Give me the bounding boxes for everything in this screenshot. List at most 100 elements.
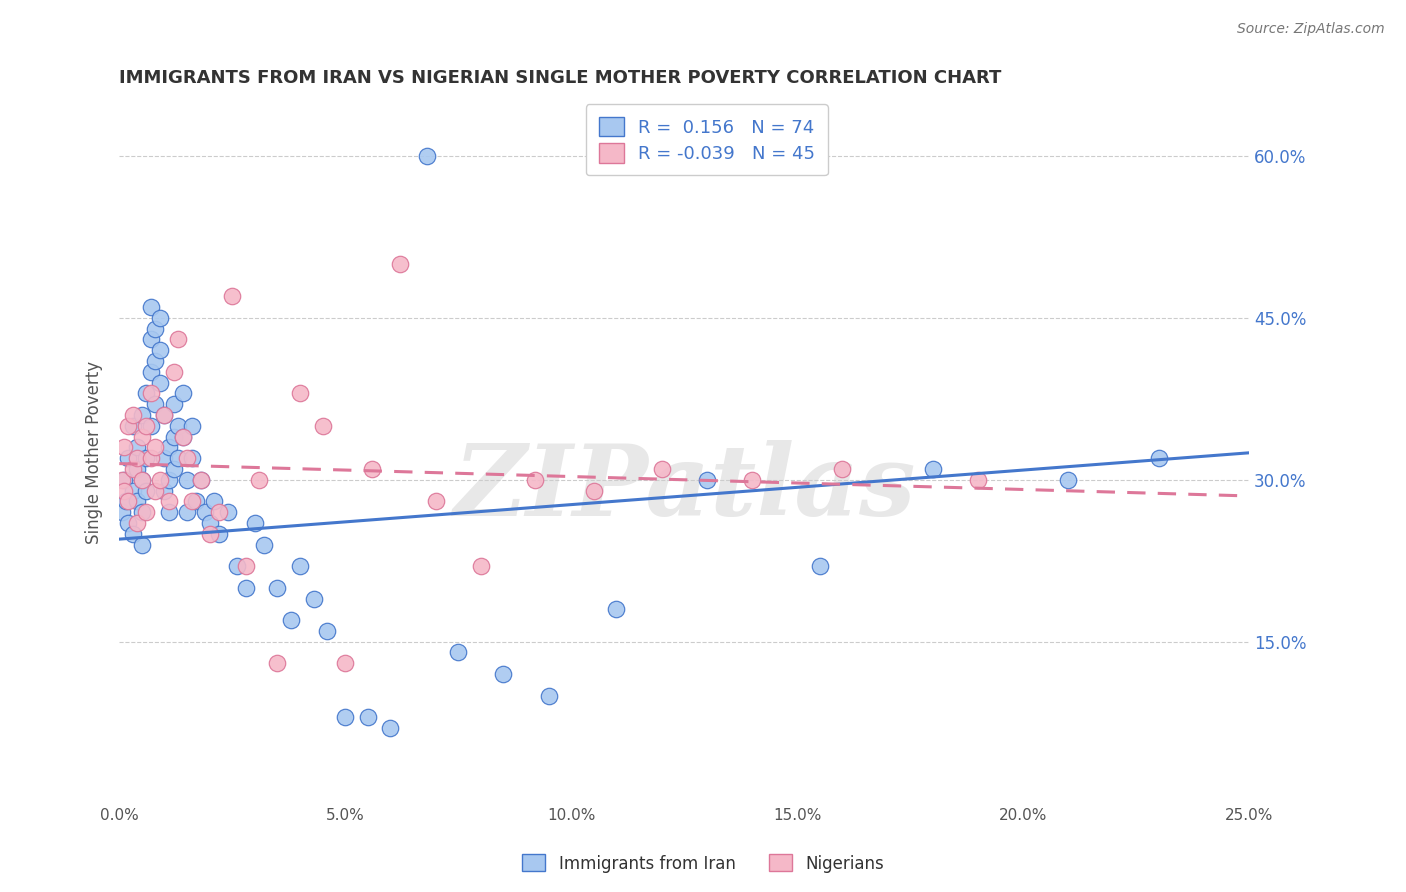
Point — [121, 462, 143, 476]
Point — [157, 473, 180, 487]
Point — [741, 473, 763, 487]
Point — [149, 376, 172, 390]
Text: ZIPatlas: ZIPatlas — [453, 440, 915, 536]
Point — [696, 473, 718, 487]
Point — [127, 516, 149, 530]
Point — [176, 473, 198, 487]
Point — [1147, 451, 1170, 466]
Point — [139, 418, 162, 433]
Point — [380, 721, 402, 735]
Point — [335, 657, 357, 671]
Point — [117, 516, 139, 530]
Point — [221, 289, 243, 303]
Point — [225, 559, 247, 574]
Y-axis label: Single Mother Poverty: Single Mother Poverty — [86, 361, 103, 544]
Point — [157, 441, 180, 455]
Point — [131, 537, 153, 551]
Point — [335, 710, 357, 724]
Legend: R =  0.156   N = 74, R = -0.039   N = 45: R = 0.156 N = 74, R = -0.039 N = 45 — [586, 104, 828, 176]
Point — [121, 408, 143, 422]
Point — [357, 710, 380, 724]
Point — [131, 429, 153, 443]
Point — [302, 591, 325, 606]
Point — [172, 386, 194, 401]
Point — [492, 667, 515, 681]
Text: Source: ZipAtlas.com: Source: ZipAtlas.com — [1237, 22, 1385, 37]
Point — [157, 505, 180, 519]
Point — [115, 494, 138, 508]
Point — [266, 581, 288, 595]
Point — [139, 365, 162, 379]
Point — [172, 429, 194, 443]
Point — [582, 483, 605, 498]
Point — [117, 494, 139, 508]
Point — [145, 441, 167, 455]
Point — [153, 451, 176, 466]
Point — [149, 473, 172, 487]
Point — [316, 624, 339, 638]
Point — [121, 483, 143, 498]
Point — [117, 451, 139, 466]
Point — [167, 333, 190, 347]
Point — [967, 473, 990, 487]
Point — [117, 418, 139, 433]
Point — [243, 516, 266, 530]
Point — [121, 526, 143, 541]
Point — [167, 451, 190, 466]
Point — [194, 505, 217, 519]
Point — [149, 343, 172, 358]
Point — [167, 418, 190, 433]
Point — [139, 333, 162, 347]
Point — [145, 397, 167, 411]
Point — [127, 462, 149, 476]
Point — [808, 559, 831, 574]
Point — [208, 526, 231, 541]
Point — [153, 408, 176, 422]
Point — [153, 483, 176, 498]
Point — [139, 300, 162, 314]
Point — [172, 429, 194, 443]
Point — [470, 559, 492, 574]
Point — [288, 559, 311, 574]
Point — [184, 494, 207, 508]
Point — [180, 451, 202, 466]
Point — [266, 657, 288, 671]
Legend: Immigrants from Iran, Nigerians: Immigrants from Iran, Nigerians — [515, 847, 891, 880]
Point — [208, 505, 231, 519]
Point — [131, 505, 153, 519]
Point — [235, 559, 257, 574]
Point — [162, 429, 184, 443]
Point — [131, 473, 153, 487]
Point — [176, 505, 198, 519]
Point — [425, 494, 447, 508]
Point — [198, 516, 221, 530]
Point — [605, 602, 627, 616]
Point — [361, 462, 384, 476]
Point — [831, 462, 853, 476]
Point — [135, 483, 157, 498]
Point — [112, 473, 135, 487]
Point — [110, 473, 132, 487]
Point — [253, 537, 276, 551]
Point — [131, 473, 153, 487]
Point — [202, 494, 225, 508]
Point — [651, 462, 673, 476]
Point — [415, 149, 437, 163]
Point — [145, 321, 167, 335]
Point — [235, 581, 257, 595]
Point — [921, 462, 943, 476]
Point — [112, 483, 135, 498]
Point — [110, 505, 132, 519]
Point — [1057, 473, 1080, 487]
Point — [247, 473, 270, 487]
Point — [176, 451, 198, 466]
Point — [162, 462, 184, 476]
Point — [145, 483, 167, 498]
Point — [180, 418, 202, 433]
Point — [131, 408, 153, 422]
Point — [127, 494, 149, 508]
Text: IMMIGRANTS FROM IRAN VS NIGERIAN SINGLE MOTHER POVERTY CORRELATION CHART: IMMIGRANTS FROM IRAN VS NIGERIAN SINGLE … — [120, 69, 1001, 87]
Point — [190, 473, 212, 487]
Point — [127, 441, 149, 455]
Point — [139, 386, 162, 401]
